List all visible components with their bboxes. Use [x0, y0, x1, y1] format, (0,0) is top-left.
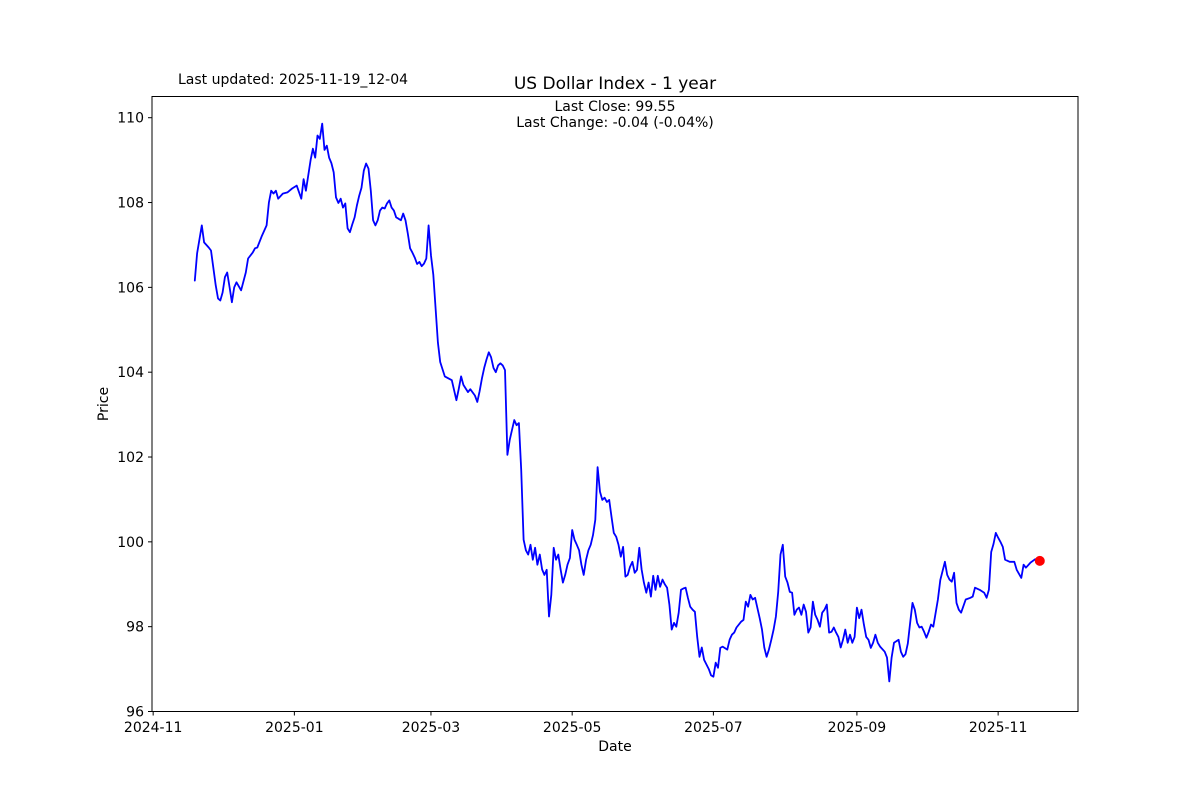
x-tick-label: 2025-01: [265, 720, 324, 736]
y-tick-label: 100: [117, 535, 144, 551]
plot-frame: [151, 96, 1079, 712]
y-tick-label: 96: [126, 705, 144, 721]
x-tick-label: 2025-03: [402, 720, 461, 736]
y-tick-label: 98: [126, 620, 144, 636]
x-tick-label: 2024-11: [124, 720, 183, 736]
annotation-last-change: Last Change: -0.04 (-0.04%): [516, 115, 714, 131]
x-tick-label: 2025-11: [969, 720, 1028, 736]
y-tick-label: 104: [117, 365, 144, 381]
x-axis-label: Date: [598, 739, 631, 755]
price-line: [193, 122, 1041, 683]
y-tick-label: 108: [117, 196, 144, 212]
y-tick-label: 102: [117, 450, 144, 466]
last-price-marker: [1034, 555, 1045, 566]
annotation-last-close: Last Close: 99.55: [555, 99, 676, 115]
chart-title: US Dollar Index - 1 year: [514, 74, 716, 94]
x-tick-label: 2025-05: [543, 720, 602, 736]
y-tick-label: 106: [117, 280, 144, 296]
y-axis-label: Price: [96, 387, 112, 421]
last-updated-text: Last updated: 2025-11-19_12-04: [178, 72, 408, 88]
axis-ticks: 2024-11 2025-01 2025-03 2025-05 2025-07 2025-…: [117, 111, 1027, 736]
x-tick-label: 2025-07: [684, 720, 743, 736]
y-tick-label: 110: [117, 111, 144, 127]
x-tick-label: 2025-09: [828, 720, 887, 736]
